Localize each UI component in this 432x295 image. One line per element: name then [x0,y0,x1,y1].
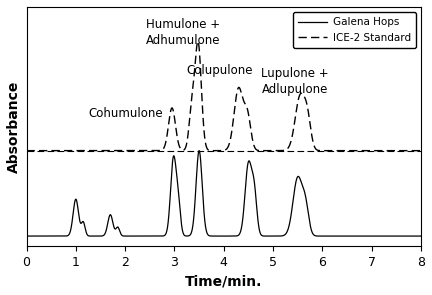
ICE-2 Standard [175,135,180,139]
Galena Hops [318,234,324,238]
Galena Hops [197,149,202,153]
ICE-2 Standard [419,149,424,153]
Text: Lupulone +
Adlupulone: Lupulone + Adlupulone [261,67,329,96]
Galena Hops [260,234,266,238]
Text: Colupulone: Colupulone [187,64,253,77]
X-axis label: Time/min.: Time/min. [185,274,263,288]
Text: Cohumulone: Cohumulone [89,106,163,119]
ICE-2 Standard [318,149,324,153]
Text: Humulone +
Adhumulone: Humulone + Adhumulone [146,18,221,47]
ICE-2 Standard [195,40,200,43]
ICE-2 Standard [280,149,286,152]
Galena Hops [24,234,29,238]
ICE-2 Standard [348,149,353,153]
Legend: Galena Hops, ICE-2 Standard: Galena Hops, ICE-2 Standard [293,12,416,48]
Galena Hops [175,178,180,182]
Galena Hops [419,234,424,238]
ICE-2 Standard [260,149,266,153]
Y-axis label: Absorbance: Absorbance [7,80,21,173]
Galena Hops [280,234,286,237]
ICE-2 Standard [95,149,101,153]
Galena Hops [95,234,101,238]
Line: ICE-2 Standard: ICE-2 Standard [26,41,421,151]
Galena Hops [348,234,353,238]
Line: Galena Hops: Galena Hops [26,151,421,236]
ICE-2 Standard [24,149,29,153]
